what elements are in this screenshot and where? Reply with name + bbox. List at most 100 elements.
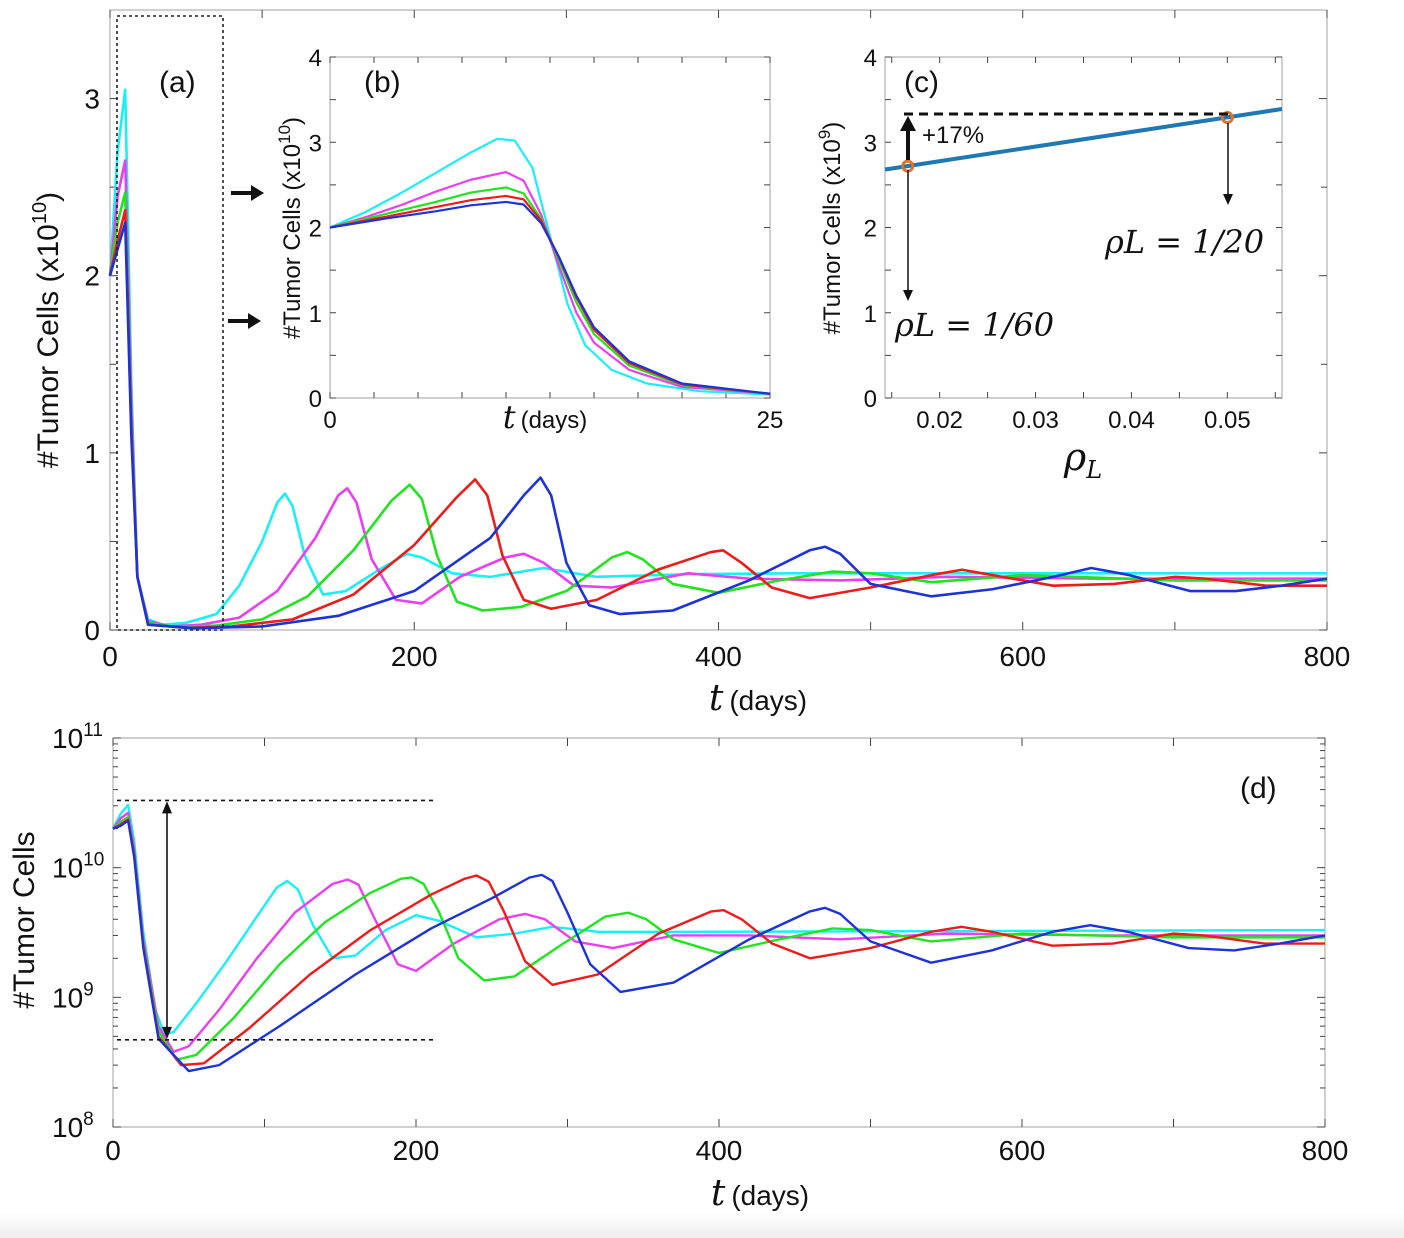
right-marker-arrow-head xyxy=(1223,194,1233,205)
panel-label-a: (a) xyxy=(159,66,196,99)
main-y-tick-label: 1 xyxy=(84,438,100,469)
main-x-label-var: t xyxy=(709,678,724,719)
main-x-label: t (days) xyxy=(709,678,807,719)
main-x-tick-label: 0 xyxy=(102,641,118,672)
panel-d-y-tick-label: 1010 xyxy=(52,850,104,884)
main-y-tick-label: 3 xyxy=(84,84,100,115)
inset-b-x-label-var: t xyxy=(503,398,516,436)
main-y-label-close: ) xyxy=(32,192,65,202)
inset-b-y-tick-label: 3 xyxy=(309,130,322,157)
inset-c-annotations: +17% ρL = 1/60 ρL = 1/20 xyxy=(894,112,1264,344)
panel-d-y-tick-exp: 10 xyxy=(83,850,104,871)
panel-d-range-arrow-head-bottom xyxy=(162,1026,172,1039)
main-x-label-unit: (days) xyxy=(729,685,807,716)
inset-c: 0.02 0.03 0.04 0.05 0 1 2 3 4 (c) #Tumor Cells (… xyxy=(815,45,1283,484)
inset-c-y-label: #Tumor Cells (x109) xyxy=(815,122,846,335)
inset-b-series-line-cyan xyxy=(329,137,771,396)
inset-c-y-tick-label: 2 xyxy=(864,216,877,243)
bottom-fade xyxy=(0,1212,1404,1238)
main-y-label-exp: 10 xyxy=(29,202,51,224)
inset-c-y-tick-label: 0 xyxy=(864,386,877,413)
inset-b: 0 25 0 1 2 3 4 (b) #Tumor Cells (x1010) t (days… xyxy=(275,45,783,436)
inset-c-y-label-text: #Tumor Cells (x10 xyxy=(819,139,846,334)
main-y-tick-label: 2 xyxy=(84,261,100,292)
inset-b-x-label: t (days) xyxy=(503,398,588,436)
main-y-label: #Tumor Cells (x1010) xyxy=(29,192,65,468)
panel-d-x-tick-label: 400 xyxy=(696,1135,743,1166)
inset-b-y-label-exp: 10 xyxy=(275,125,294,144)
panel-d-x-label: t (days) xyxy=(711,1173,809,1214)
inset-c-x-label-var: ρ xyxy=(1063,435,1087,479)
panel-label-d: (d) xyxy=(1240,772,1277,805)
rho-label-left: ρL = 1/60 xyxy=(894,306,1054,344)
inset-b-x-tick-label: 25 xyxy=(757,407,784,434)
panel-d-y-tick-label: 108 xyxy=(52,1109,94,1143)
main-x-tick-label: 200 xyxy=(391,641,438,672)
inset-c-x-tick-label: 0.03 xyxy=(1012,407,1059,434)
inset-b-y-tick-label: 4 xyxy=(309,45,322,72)
panel-d-y-tick-label: 1011 xyxy=(52,720,103,754)
inset-b-ticks: 0 25 0 1 2 3 4 xyxy=(309,45,784,434)
inset-c-fit-line xyxy=(884,107,1283,172)
inset-b-series-line-blue xyxy=(329,200,771,395)
zoom-arrow-lower-head xyxy=(248,313,261,329)
inset-b-series-line-magenta xyxy=(329,170,771,395)
main-x-tick-label: 800 xyxy=(1304,641,1351,672)
inset-c-y-tick-label: 4 xyxy=(864,45,877,72)
inset-c-x-label: ρL xyxy=(1063,435,1102,484)
inset-c-y-tick-label: 1 xyxy=(864,301,877,328)
inset-b-series-line-red xyxy=(329,194,771,395)
inset-c-y-label-exp: 9 xyxy=(815,130,834,139)
increase-label: +17% xyxy=(922,122,984,149)
inset-c-x-tick-label: 0.02 xyxy=(916,407,963,434)
zoom-arrows xyxy=(228,185,264,329)
zoom-arrow-upper-head xyxy=(251,185,264,201)
inset-b-y-label-close: ) xyxy=(279,117,306,125)
panel-d-x-label-var: t xyxy=(711,1173,726,1214)
panel-d-y-tick-base: 10 xyxy=(52,982,83,1013)
panel-d-series-line-red xyxy=(112,818,1325,1067)
zoom-box xyxy=(116,15,224,631)
inset-b-y-label-text: #Tumor Cells (x10 xyxy=(279,144,306,339)
panel-d-y-tick-exp: 8 xyxy=(83,1109,94,1130)
inset-b-x-label-unit: (days) xyxy=(521,407,588,434)
inset-c-x-tick-label: 0.04 xyxy=(1108,407,1155,434)
panel-d-y-label: #Tumor Cells xyxy=(8,831,41,1008)
main-x-tick-label: 400 xyxy=(695,641,742,672)
panel-d-x-tick-label: 600 xyxy=(999,1135,1046,1166)
panel-d-x-tick-label: 0 xyxy=(105,1135,121,1166)
panel-d-series xyxy=(111,803,1326,1073)
inset-b-y-tick-label: 2 xyxy=(309,216,322,243)
panel-d-x-tick-label: 800 xyxy=(1302,1135,1349,1166)
inset-b-x-tick-label: 0 xyxy=(323,407,336,434)
inset-b-y-tick-label: 1 xyxy=(309,301,322,328)
panel-d-x-label-unit: (days) xyxy=(731,1180,809,1211)
rho-label-right: ρL = 1/20 xyxy=(1104,223,1264,261)
inset-c-x-tick-label: 0.05 xyxy=(1204,407,1251,434)
inset-c-y-tick-label: 3 xyxy=(864,130,877,157)
increase-arrow-head xyxy=(900,116,916,131)
inset-b-background xyxy=(330,57,770,398)
panel-d-series-line-green xyxy=(112,816,1325,1061)
inset-c-ticks: 0.02 0.03 0.04 0.05 0 1 2 3 4 xyxy=(864,45,1282,434)
panel-d-y-tick-label: 109 xyxy=(52,979,94,1013)
panel-d-range-arrow-head-top xyxy=(162,801,172,814)
main-series xyxy=(108,88,1328,630)
inset-b-y-label: #Tumor Cells (x1010) xyxy=(275,117,306,339)
main-y-label-text: #Tumor Cells (x10 xyxy=(32,224,65,468)
inset-b-y-tick-label: 0 xyxy=(309,386,322,413)
panel-label-b: (b) xyxy=(364,66,401,99)
main-series-line-blue xyxy=(108,221,1328,630)
left-marker-arrow-head xyxy=(903,290,913,301)
inset-c-y-label-close: ) xyxy=(819,122,846,130)
inset-c-x-label-sub: L xyxy=(1085,456,1102,484)
main-y-tick-label: 0 xyxy=(84,615,100,646)
inset-b-series xyxy=(329,137,771,396)
panel-d-series-line-cyan xyxy=(111,803,1326,1036)
panel-d-y-tick-base: 10 xyxy=(52,723,83,754)
